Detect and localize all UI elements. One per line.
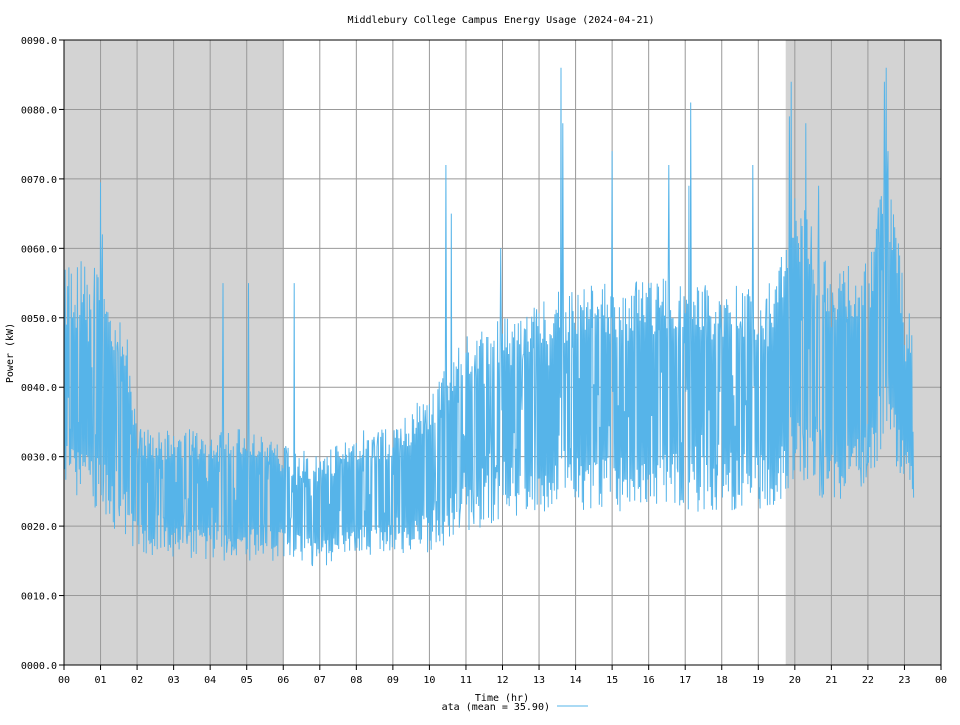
y-tick-label: 0070.0: [21, 175, 57, 186]
x-tick-label: 06: [277, 675, 289, 686]
series-line-ata: [63, 67, 915, 567]
x-tick-label: 14: [570, 675, 582, 686]
x-tick-label: 08: [350, 675, 362, 686]
x-tick-label: 09: [387, 675, 399, 686]
x-tick-label: 21: [825, 675, 837, 686]
y-tick-label: 0030.0: [21, 453, 57, 464]
x-tick-label: 16: [643, 675, 655, 686]
x-tick-label: 19: [752, 675, 764, 686]
y-tick-label: 0020.0: [21, 522, 57, 533]
y-tick-label: 0080.0: [21, 105, 57, 116]
x-tick-label: 11: [460, 675, 472, 686]
y-tick-label: 0060.0: [21, 244, 57, 255]
x-tick-label: 13: [533, 675, 545, 686]
x-tick-label: 20: [789, 675, 801, 686]
x-tick-label: 03: [168, 675, 180, 686]
y-tick-label: 0000.0: [21, 661, 57, 672]
x-tick-label: 17: [679, 675, 691, 686]
x-tick-label: 10: [423, 675, 435, 686]
x-tick-label: 00: [935, 675, 947, 686]
x-tick-label: 05: [241, 675, 253, 686]
legend-label: ata (mean = 35.90): [442, 702, 550, 713]
chart-title: Middlebury College Campus Energy Usage (…: [347, 15, 654, 26]
x-tick-label: 01: [95, 675, 107, 686]
y-tick-label: 0090.0: [21, 36, 57, 47]
x-tick-label: 04: [204, 675, 216, 686]
y-axis-label: Power (kW): [5, 323, 16, 383]
x-axis-label: Time (hr): [475, 693, 529, 704]
y-tick-label: 0050.0: [21, 314, 57, 325]
y-tick-label: 0040.0: [21, 383, 57, 394]
x-tick-label: 07: [314, 675, 326, 686]
x-tick-label: 02: [131, 675, 143, 686]
plot-area: 00 01 02 03 04 05 06 07 08 09 10 11 12 13 14 15 16 17 18 19…: [21, 36, 947, 686]
x-tick-label: 00: [58, 675, 70, 686]
x-tick-label: 22: [862, 675, 874, 686]
x-tick-label: 12: [496, 675, 508, 686]
x-tick-label: 23: [898, 675, 910, 686]
y-tick-label: 0010.0: [21, 592, 57, 603]
x-tick-label: 15: [606, 675, 618, 686]
x-tick-label: 18: [716, 675, 728, 686]
